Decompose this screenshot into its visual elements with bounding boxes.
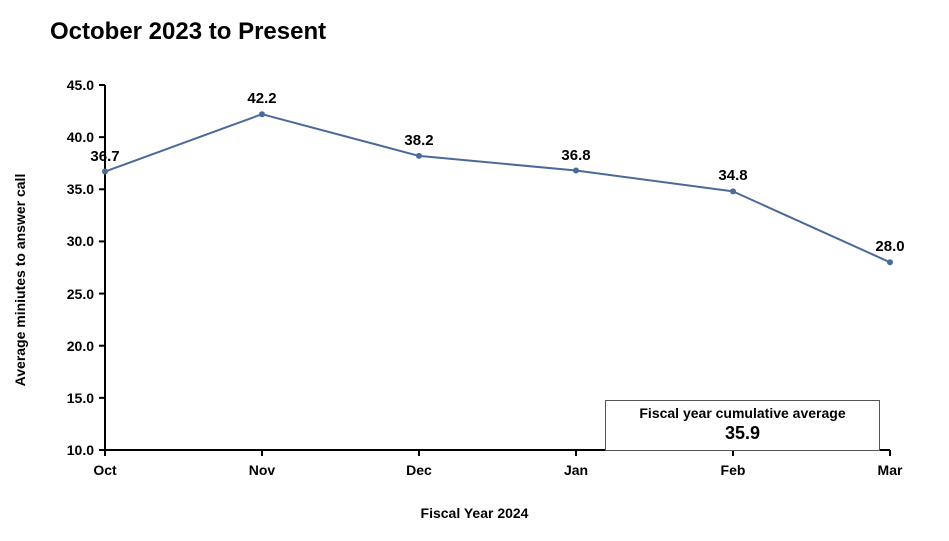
y-axis-label: Average miniutes to answer call (12, 174, 28, 387)
data-point-label: 36.7 (90, 148, 119, 165)
data-point-label: 42.2 (247, 90, 276, 107)
legend-box: Fiscal year cumulative average 35.9 (605, 400, 880, 451)
y-tick-label: 25.0 (44, 286, 94, 302)
y-tick-label: 45.0 (44, 77, 94, 93)
x-tick-label: Nov (249, 462, 275, 478)
legend-title: Fiscal year cumulative average (616, 405, 869, 421)
x-axis-label: Fiscal Year 2024 (0, 505, 949, 521)
y-tick-label: 40.0 (44, 129, 94, 145)
data-point-label: 28.0 (875, 238, 904, 255)
x-tick-label: Dec (406, 462, 432, 478)
x-tick-label: Feb (721, 462, 746, 478)
y-tick-label: 20.0 (44, 338, 94, 354)
data-point-label: 34.8 (718, 167, 747, 184)
legend-value: 35.9 (616, 423, 869, 444)
y-tick-label: 35.0 (44, 181, 94, 197)
x-tick-label: Oct (93, 462, 116, 478)
y-tick-label: 10.0 (44, 442, 94, 458)
data-point-label: 36.8 (561, 147, 590, 164)
y-tick-label: 30.0 (44, 233, 94, 249)
y-tick-label: 15.0 (44, 390, 94, 406)
line-chart (0, 0, 949, 541)
x-tick-label: Jan (564, 462, 588, 478)
x-tick-label: Mar (878, 462, 903, 478)
page-root: October 2023 to Present Average miniutes… (0, 0, 949, 541)
data-point-label: 38.2 (404, 132, 433, 149)
